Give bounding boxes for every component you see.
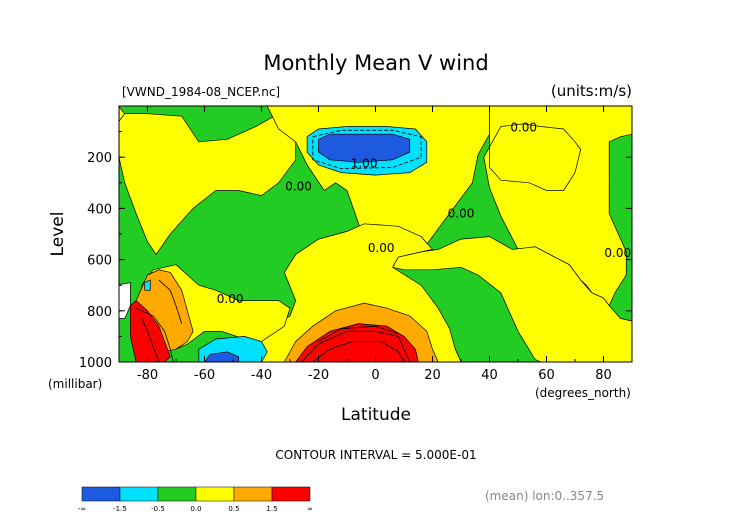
x-tick-label: -60 — [194, 368, 215, 383]
contour-label: 0.00 — [368, 241, 395, 255]
colorbar-tick-label: ∞ — [307, 505, 313, 513]
x-tick-label: 0 — [371, 368, 379, 383]
colorbar-tick-label: 1.5 — [266, 505, 277, 513]
contour-line — [318, 325, 399, 342]
region-red-central-core — [295, 323, 419, 362]
region-yellow-upper-left — [119, 113, 297, 256]
contour-line — [312, 341, 405, 362]
y-units-label: (millibar) — [48, 377, 102, 391]
x-tick-label: 60 — [538, 368, 555, 383]
x-tick-label: -40 — [251, 368, 272, 383]
x-tick-label: -80 — [137, 368, 158, 383]
colorbar-tick-label: 0.5 — [228, 505, 239, 513]
region-cyan-speck — [144, 279, 151, 291]
x-axis-label: Latitude — [341, 405, 411, 425]
y-tick-label: 800 — [87, 305, 112, 320]
contour-label: 0.00 — [510, 121, 537, 135]
y-axis: 200 400 600 800 1000 — [79, 131, 632, 371]
y-tick-label: 400 — [87, 202, 112, 217]
contour-line — [312, 129, 422, 170]
contour-lines — [135, 129, 422, 362]
colorbar-bin — [119, 486, 159, 502]
y-axis-label: Level — [48, 212, 68, 257]
units-label: (units:m/s) — [551, 82, 632, 100]
region-yellow-right-low — [392, 236, 632, 362]
colorbar-tick-label: 0.0 — [190, 505, 201, 513]
contour-label: 0.00 — [448, 206, 475, 220]
x-units-label: (degrees_north) — [535, 386, 631, 400]
x-tick-label: 80 — [595, 368, 612, 383]
x-tick-label: -20 — [308, 368, 329, 383]
contour-label: 0.00 — [604, 246, 631, 260]
footer-label: (mean) lon:0..357.5 — [485, 489, 604, 503]
region-blue-upper-jet-core — [318, 133, 411, 163]
region-red-left-core — [130, 300, 171, 362]
contour-value-labels: 0.00 0.00 1.00 0.00 0.00 0.00 0.00 — [217, 121, 631, 307]
x-axis: -80 -60 -40 -20 0 20 40 60 80 — [118, 106, 633, 383]
contour-label: 0.00 — [285, 179, 312, 193]
x-tick-label: 40 — [481, 368, 498, 383]
contour-line — [141, 318, 160, 362]
x-tick-label: 20 — [424, 368, 441, 383]
contour-line — [135, 307, 174, 362]
contour-label: 1.00 — [351, 156, 378, 170]
colorbar-bin — [81, 486, 121, 502]
contour-fill-regions — [119, 106, 632, 362]
colorbar-bin — [195, 486, 235, 502]
contour-label: 0.00 — [217, 292, 244, 306]
y-tick-label: 200 — [87, 151, 112, 166]
colorbar-bin — [271, 486, 311, 502]
colorbar-tick-label: -1.5 — [113, 505, 127, 513]
contour-line — [158, 279, 183, 324]
region-missing-data — [119, 282, 131, 319]
region-blue-lower-left — [204, 351, 240, 362]
contour-line — [301, 330, 411, 362]
colorbar: -∞ -1.5 -0.5 0.0 0.5 1.5 ∞ — [78, 486, 313, 513]
y-tick-label: 1000 — [79, 356, 112, 371]
chart-title: Monthly Mean V wind — [263, 51, 488, 75]
file-label: [VWND_1984-08_NCEP.nc] — [122, 85, 280, 99]
colorbar-tick-label: -0.5 — [151, 505, 165, 513]
contour-interval-label: CONTOUR INTERVAL = 5.000E-01 — [275, 448, 476, 462]
colorbar-tick-label: -∞ — [78, 505, 86, 513]
colorbar-bin — [233, 486, 273, 502]
region-yellow-cap-left — [119, 106, 126, 122]
colorbar-bin — [157, 486, 197, 502]
y-tick-label: 600 — [87, 254, 112, 269]
